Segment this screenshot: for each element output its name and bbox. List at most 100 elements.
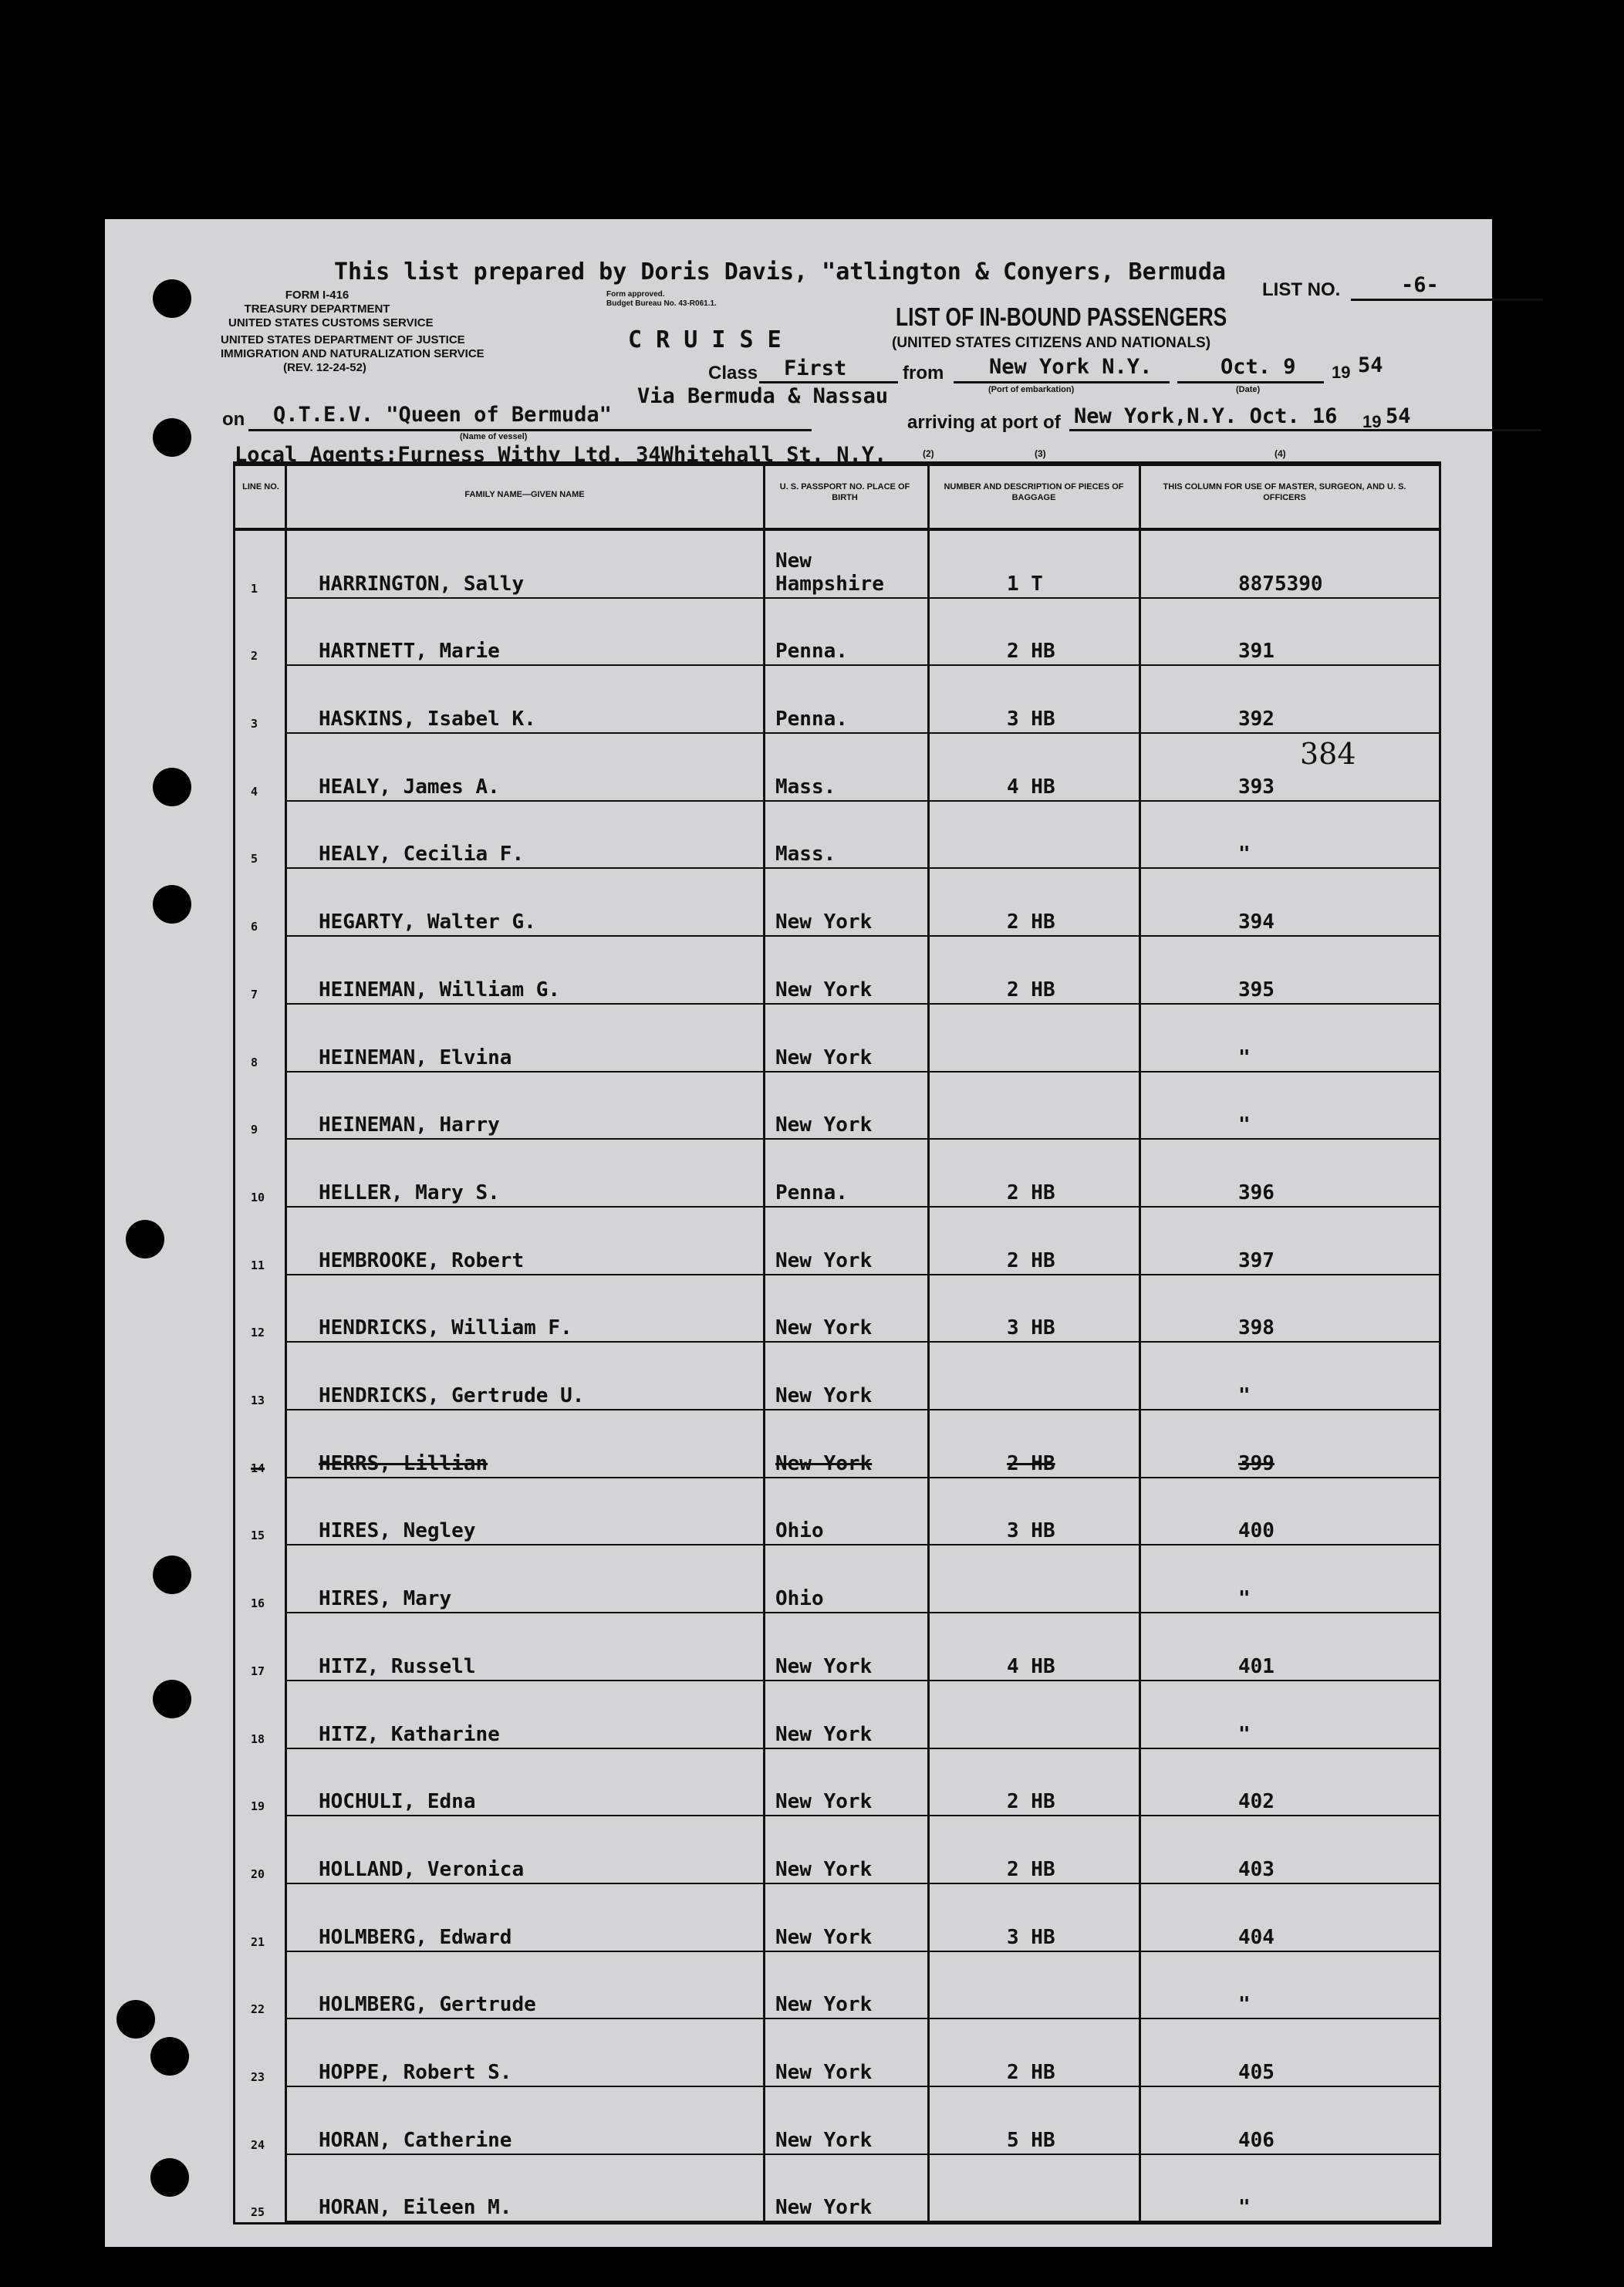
officer-number: " <box>1238 1993 1251 2017</box>
passenger-name: HOCHULI, Edna <box>319 1790 476 1814</box>
officer-number: 405 <box>1238 2061 1275 2085</box>
line-number: 3 <box>251 717 258 731</box>
table-row: 20 HOLLAND, Veronica New York 2 HB 403 <box>235 1816 1439 1884</box>
table-row: 24 HORAN, Catherine New York 5 HB 406 <box>235 2087 1439 2155</box>
passenger-name: HERRS, Lillian <box>319 1451 488 1475</box>
line-number: 17 <box>251 1664 265 1678</box>
officer-number: 396 <box>1238 1181 1275 1204</box>
passenger-name: HOLMBERG, Gertrude <box>319 1993 536 2017</box>
passenger-name: HEINEMAN, Harry <box>319 1113 500 1137</box>
line-number: 10 <box>251 1190 265 1204</box>
table-row: 10 HELLER, Mary S. Penna. 2 HB 396 <box>235 1140 1439 1208</box>
line-number: 7 <box>251 987 258 1002</box>
header-name: Family Name—Given Name <box>464 490 585 499</box>
binder-hole <box>153 885 191 924</box>
cruise-label: C R U I S E <box>628 326 782 353</box>
baggage: 4 HB <box>1007 775 1055 799</box>
line-number: 12 <box>251 1326 265 1340</box>
port-label: (Port of embarkation) <box>988 385 1075 394</box>
header-baggage: Number and Description of Pieces of Bagg… <box>944 482 1124 502</box>
table-row: 8 HEINEMAN, Elvina New York " <box>235 1005 1439 1073</box>
line-number: 6 <box>251 920 258 934</box>
table-row: 9 HEINEMAN, Harry New York " <box>235 1073 1439 1140</box>
place-of-birth: New York <box>775 1113 873 1137</box>
passenger-name: HARRINGTON, Sally <box>319 572 525 596</box>
passenger-table: Line No. Family Name—Given Name U. S. Pa… <box>233 464 1441 2225</box>
baggage: 3 HB <box>1007 1925 1055 1949</box>
passenger-name: HEINEMAN, Elvina <box>319 1046 512 1069</box>
place-of-birth: New York <box>775 1857 873 1881</box>
list-no-label: List No. <box>1262 279 1341 300</box>
place-of-birth: New York <box>775 1925 873 1949</box>
table-row: 14 HERRS, Lillian New York 2 HB 399 <box>235 1410 1439 1478</box>
passenger-name: HITZ, Katharine <box>319 1722 500 1746</box>
officer-number: " <box>1238 1587 1251 1611</box>
budget: Budget Bureau No. 43-R061.1. <box>606 299 717 308</box>
officer-number: " <box>1238 1113 1251 1137</box>
form-approved: Form approved. <box>606 290 665 299</box>
passenger-name: HIRES, Mary <box>319 1587 452 1611</box>
table-row: 25 HORAN, Eileen M. New York " <box>235 2155 1439 2223</box>
arrival-year-prefix: 19 <box>1362 412 1382 431</box>
table-row: 5 HEALY, Cecilia F. Mass. " <box>235 802 1439 870</box>
passenger-name: HORAN, Catherine <box>319 2128 512 2152</box>
baggage: 2 HB <box>1007 1451 1055 1475</box>
line-number: 4 <box>251 784 258 799</box>
from-date: Oct. 9 <box>1221 355 1296 379</box>
form-number: Form I-416 Treasury Department United Stat… <box>228 289 434 330</box>
place-of-birth: New York <box>775 1654 873 1678</box>
place-of-birth: New York <box>775 1790 873 1814</box>
header-birth: U. S. Passport No. Place of Birth <box>779 482 910 502</box>
baggage: 2 HB <box>1007 2061 1055 2085</box>
table-row: 11 HEMBROOKE, Robert New York 2 HB 397 <box>235 1208 1439 1275</box>
table-row: 2 HARTNETT, Marie Penna. 2 HB 391 <box>235 599 1439 667</box>
place-of-birth: New York <box>775 2128 873 2152</box>
baggage: 3 HB <box>1007 708 1055 731</box>
line-number: 16 <box>251 1596 265 1611</box>
officer-number: 393 <box>1238 775 1275 799</box>
class-label: Class <box>708 363 758 383</box>
table-row: 18 HITZ, Katharine New York " <box>235 1681 1439 1749</box>
passenger-name: HOPPE, Robert S. <box>319 2061 512 2085</box>
passenger-name: HELLER, Mary S. <box>319 1181 500 1204</box>
baggage: 3 HB <box>1007 1519 1055 1543</box>
from-year: 54 <box>1358 353 1383 377</box>
place-of-birth: New York <box>775 1046 873 1069</box>
officer-number: 397 <box>1238 1248 1275 1272</box>
officer-number: 406 <box>1238 2128 1275 2152</box>
officer-number: " <box>1238 843 1251 866</box>
from-label: from <box>903 363 944 383</box>
rev: (Rev. 12-24-52) <box>283 361 366 374</box>
officer-number: 404 <box>1238 1925 1275 1949</box>
table-row: 23 HOPPE, Robert S. New York 2 HB 405 <box>235 2019 1439 2088</box>
justice-block: United States Department of Justice Immig… <box>221 333 484 375</box>
place-of-birth: Ohio <box>775 1519 824 1543</box>
officer-number: 8875390 <box>1238 572 1323 596</box>
place-of-birth: Penna. <box>775 708 848 731</box>
officer-number: 401 <box>1238 1654 1275 1678</box>
place-of-birth: Mass. <box>775 843 836 866</box>
line-number: 19 <box>251 1799 265 1814</box>
baggage: 5 HB <box>1007 2128 1055 2152</box>
baggage: 2 HB <box>1007 1181 1055 1204</box>
baggage: 2 HB <box>1007 1790 1055 1814</box>
passenger-name: HENDRICKS, William F. <box>319 1316 572 1340</box>
officer-number: 402 <box>1238 1790 1275 1814</box>
baggage: 2 HB <box>1007 1857 1055 1881</box>
arrival-port-date: New York,N.Y. Oct. 16 <box>1074 404 1338 428</box>
year-prefix: 19 <box>1332 363 1351 382</box>
col-mark-4: (4) <box>1275 448 1286 459</box>
place-of-birth: New York <box>775 1722 873 1746</box>
table-row: 13 HENDRICKS, Gertrude U. New York " <box>235 1343 1439 1411</box>
prepared-by: This list prepared by Doris Davis, "atli… <box>334 258 1226 285</box>
from-port: New York N.Y. <box>989 355 1153 379</box>
vessel-label: (Name of vessel) <box>460 432 528 441</box>
place-of-birth: New York <box>775 1248 873 1272</box>
officer-number: 395 <box>1238 978 1275 1002</box>
place-of-birth: New Hampshire <box>775 549 884 596</box>
col-mark-3: (3) <box>1035 448 1046 459</box>
place-of-birth: New York <box>775 910 873 934</box>
place-of-birth: Mass. <box>775 775 836 799</box>
line-number: 20 <box>251 1866 265 1881</box>
passenger-name: HASKINS, Isabel K. <box>319 708 536 731</box>
